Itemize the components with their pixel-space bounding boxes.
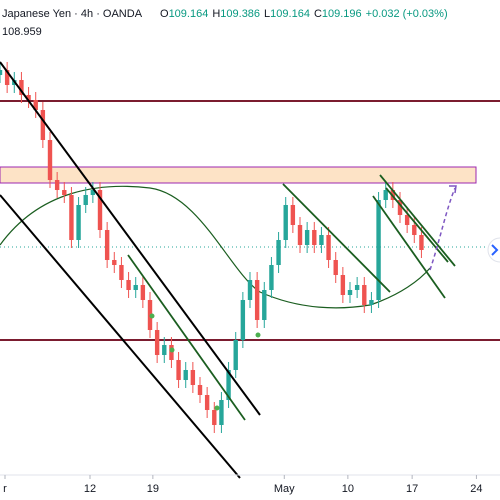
candle-body — [19, 80, 24, 95]
symbol: Japanese Yen · 4h · OANDA — [2, 8, 143, 20]
projection-arrow — [429, 187, 456, 271]
channel-line — [379, 174, 456, 267]
candle-body — [33, 100, 38, 110]
candle-body — [54, 180, 60, 190]
channel-line — [282, 183, 391, 293]
signal-dot — [214, 405, 220, 411]
candle-body — [240, 300, 246, 340]
candle-body — [90, 190, 96, 195]
candle-body — [247, 280, 253, 300]
candle-body — [319, 235, 324, 245]
ohlc-label: C — [314, 8, 322, 20]
candle-body — [0, 70, 3, 75]
candle-body — [333, 260, 338, 275]
candle-body — [369, 300, 374, 305]
candle-body — [254, 280, 260, 320]
arrow-head — [449, 185, 457, 194]
signal-dot — [255, 332, 261, 338]
candle-body — [233, 340, 238, 370]
channel-line — [127, 254, 246, 421]
ohlc: O109.164 H109.386 L109.164 C109.196 +0.032 (… — [160, 8, 448, 20]
x-tick-label: 12 — [84, 483, 96, 495]
ohlc-value: 109.196 — [322, 8, 362, 20]
candle-body — [176, 360, 181, 380]
candle-body — [212, 410, 217, 425]
candle-body — [204, 395, 210, 410]
x-tick-label: 17 — [406, 483, 418, 495]
ohlc-value: 109.386 — [220, 8, 260, 20]
candle-body — [4, 70, 10, 85]
candle-body — [276, 240, 281, 265]
candle-body — [304, 230, 310, 245]
x-tick-label: 19 — [147, 483, 159, 495]
channel-line — [385, 187, 449, 263]
candle-body — [312, 230, 317, 245]
candle-body — [169, 345, 174, 360]
signal-dot — [169, 347, 175, 353]
x-tick-label: May — [274, 483, 295, 495]
trend-line — [0, 61, 261, 416]
candle-body — [112, 260, 117, 265]
candle-body — [419, 235, 424, 250]
candle-body — [183, 370, 188, 380]
resistance-zone — [0, 166, 477, 184]
indicator-value: 108.959 — [2, 26, 42, 38]
candle-body — [162, 345, 167, 355]
candle-body — [154, 330, 160, 355]
candle-body — [62, 190, 67, 195]
x-tick-label: r — [3, 483, 7, 495]
candle-body — [97, 190, 103, 230]
scroll-button[interactable] — [487, 237, 500, 263]
signal-dots — [149, 313, 261, 411]
candle-body — [404, 215, 410, 225]
header: Japanese Yen · 4h · OANDA O109.164 H109.3… — [2, 8, 448, 38]
ohlc-label: L — [264, 8, 270, 20]
ohlc-label: O — [160, 8, 169, 20]
candle-body — [219, 400, 224, 425]
candle-body — [40, 110, 46, 140]
candle-body — [283, 205, 288, 240]
signal-dot — [149, 313, 155, 319]
candle-body — [397, 200, 403, 215]
candle-body — [290, 205, 296, 225]
candle-body — [383, 190, 388, 200]
candle-body — [140, 285, 146, 300]
moving-average — [0, 185, 431, 309]
x-tick-label: 24 — [470, 483, 482, 495]
trend-line — [0, 194, 241, 479]
ohlc-value: 109.164 — [270, 8, 310, 20]
ohlc-label: H — [212, 8, 220, 20]
candle-body — [326, 235, 331, 260]
candle-body — [119, 265, 124, 280]
candle-body — [226, 370, 231, 400]
candle-body — [297, 225, 303, 245]
channel-line — [372, 195, 446, 299]
change: +0.032 (+0.03%) — [366, 8, 448, 20]
candle-body — [376, 200, 381, 300]
candle-body — [362, 285, 367, 305]
candle-body — [347, 290, 353, 295]
candle-body — [133, 285, 138, 290]
candle-body — [412, 225, 417, 235]
candle-body — [83, 195, 88, 205]
scroll-icon[interactable] — [491, 244, 499, 256]
candle-body — [190, 370, 196, 385]
candle-body — [269, 265, 274, 290]
candle-body — [126, 280, 131, 290]
x-tick-label: 10 — [342, 483, 354, 495]
candle-body — [197, 385, 203, 395]
candle-body — [26, 95, 31, 100]
ohlc-value: 109.164 — [169, 8, 209, 20]
channel-lines — [127, 174, 456, 421]
candle-body — [69, 195, 74, 240]
candle-body — [262, 290, 267, 320]
candle-body — [47, 140, 53, 180]
candle-body — [76, 205, 81, 240]
trend-lines — [0, 61, 261, 479]
candle-body — [340, 275, 346, 295]
candle-body — [104, 230, 110, 260]
candle-body — [354, 285, 360, 290]
